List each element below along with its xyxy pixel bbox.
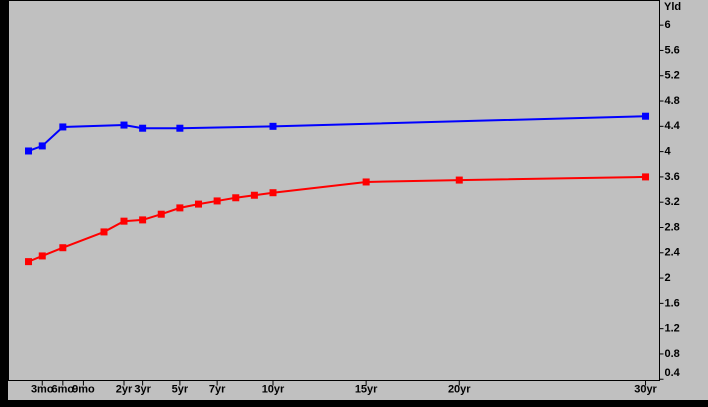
x-tick-label: 15yr: [355, 383, 378, 395]
x-tick-label: 10yr: [262, 383, 285, 395]
data-point: [59, 123, 67, 131]
plot-area: [8, 0, 660, 381]
data-point: [195, 200, 203, 208]
y-tick-label: 3.2: [665, 196, 680, 208]
data-point: [25, 147, 33, 155]
data-point: [176, 124, 184, 132]
x-tick-label: 3yr: [134, 383, 151, 395]
data-point: [100, 228, 108, 236]
y-tick-label: 1.6: [665, 297, 680, 309]
y-tick-label: 0.8: [665, 348, 680, 360]
x-tick-label: 9mo: [72, 383, 95, 395]
data-point: [120, 121, 128, 129]
y-tick-label: 5.6: [665, 44, 680, 56]
x-tick-label: 30yr: [634, 383, 657, 395]
y-tick-label: 6: [665, 19, 671, 31]
y-tick-label: 4.8: [665, 95, 680, 107]
x-tick-label: 6mo: [52, 383, 75, 395]
y-tick-label: 3.6: [665, 171, 680, 183]
data-point: [139, 124, 147, 132]
y-tick-label: 2.8: [665, 221, 680, 233]
data-point: [59, 244, 67, 252]
y-tick-label: 0.4: [665, 367, 681, 379]
x-tick-label: 7yr: [209, 383, 226, 395]
y-tick-label: 4: [665, 146, 672, 158]
data-point: [157, 210, 165, 218]
data-point: [269, 189, 277, 197]
data-point: [642, 112, 650, 120]
x-tick-label: 2yr: [116, 383, 133, 395]
data-point: [213, 197, 221, 205]
data-point: [25, 258, 33, 266]
y-tick-label: 4.4: [665, 120, 681, 132]
x-tick-label: 3mo: [31, 383, 54, 395]
data-point: [232, 194, 240, 202]
y-tick-label: 2.4: [665, 247, 681, 259]
data-point: [139, 216, 147, 224]
data-point: [176, 204, 184, 212]
y-tick-label: 1.2: [665, 323, 680, 335]
data-point: [250, 191, 258, 199]
data-point: [362, 178, 370, 186]
data-point: [38, 252, 46, 260]
data-point: [38, 142, 46, 150]
data-point: [120, 217, 128, 225]
y-tick-label: 2: [665, 272, 671, 284]
data-point: [642, 173, 650, 181]
data-point: [269, 122, 277, 130]
x-tick-label: 5yr: [172, 383, 189, 395]
x-tick-label: 20yr: [448, 383, 471, 395]
data-point: [455, 176, 463, 184]
series-line: [28, 175, 646, 263]
y-tick-label: 5.2: [665, 70, 680, 82]
y-axis-label: Yld: [664, 1, 681, 13]
